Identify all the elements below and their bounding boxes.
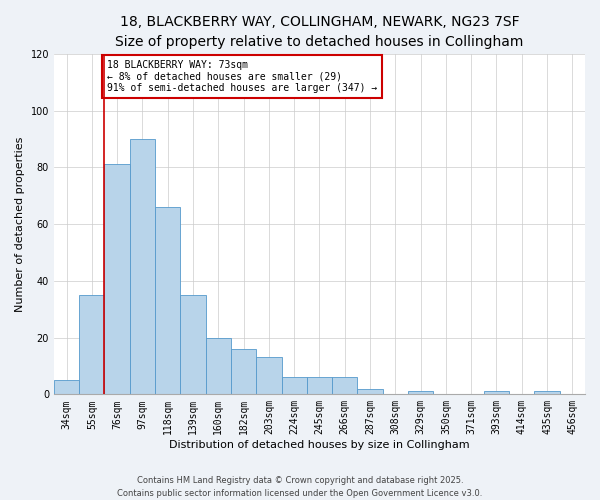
Bar — [358, 388, 383, 394]
Bar — [408, 392, 433, 394]
Bar — [206, 338, 231, 394]
Bar — [332, 378, 358, 394]
Bar — [535, 392, 560, 394]
Text: Contains HM Land Registry data © Crown copyright and database right 2025.
Contai: Contains HM Land Registry data © Crown c… — [118, 476, 482, 498]
X-axis label: Distribution of detached houses by size in Collingham: Distribution of detached houses by size … — [169, 440, 470, 450]
Bar — [307, 378, 332, 394]
Title: 18, BLACKBERRY WAY, COLLINGHAM, NEWARK, NG23 7SF
Size of property relative to de: 18, BLACKBERRY WAY, COLLINGHAM, NEWARK, … — [115, 15, 524, 48]
Bar — [54, 380, 79, 394]
Bar — [181, 295, 206, 394]
Bar — [79, 295, 104, 394]
Bar — [484, 392, 509, 394]
Bar — [281, 378, 307, 394]
Bar — [104, 164, 130, 394]
Y-axis label: Number of detached properties: Number of detached properties — [15, 136, 25, 312]
Bar — [231, 349, 256, 395]
Bar — [155, 207, 181, 394]
Bar — [256, 358, 281, 395]
Text: 18 BLACKBERRY WAY: 73sqm
← 8% of detached houses are smaller (29)
91% of semi-de: 18 BLACKBERRY WAY: 73sqm ← 8% of detache… — [107, 60, 377, 92]
Bar — [130, 139, 155, 394]
